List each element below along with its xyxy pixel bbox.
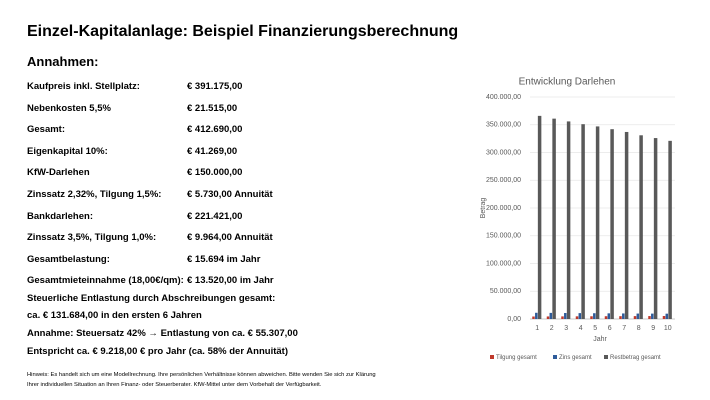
bar [564, 313, 567, 319]
row-label: Eigenkapital 10%: [27, 145, 108, 157]
y-axis-label: Betrag [480, 198, 487, 219]
bar [546, 316, 550, 319]
bar [604, 316, 608, 319]
row-value: € 150.000,00 [187, 167, 243, 179]
x-tick-label: 9 [651, 325, 655, 332]
bar [607, 313, 611, 319]
row-value: € 21.515,00 [187, 102, 238, 114]
bar [651, 313, 654, 319]
x-tick-label: 8 [637, 325, 641, 332]
bar [668, 140, 672, 319]
row-value: € 15.694 im Jahr [187, 253, 261, 265]
chart-title: Entwicklung Darlehen [519, 77, 616, 88]
y-tick-label: 300.000,00 [486, 149, 521, 156]
y-tick-label: 50.000,00 [490, 288, 521, 295]
x-tick-label: 10 [664, 325, 672, 332]
bar [619, 316, 622, 319]
row-value: € 412.690,00 [187, 124, 243, 136]
row-label: Gesamtbelastung: [27, 253, 110, 265]
legend-label: Tilgung gesamt [496, 355, 537, 361]
y-tick-label: 400.000,00 [486, 94, 521, 101]
x-tick-label: 3 [564, 325, 568, 332]
title: Einzel-Kapitalanlage: Beispiel Finanzier… [27, 23, 459, 40]
bar [532, 316, 535, 319]
note: Entspricht ca. € 9.218,00 € pro Jahr (ca… [27, 346, 288, 357]
row-value: € 221.421,00 [187, 210, 243, 222]
bar [535, 312, 538, 319]
bar [653, 138, 658, 319]
bar [665, 313, 669, 319]
x-tick-label: 4 [579, 325, 583, 332]
x-tick-label: 1 [535, 325, 539, 332]
bar [636, 313, 640, 319]
x-tick-label: 6 [608, 325, 612, 332]
bar [590, 316, 593, 319]
row-value: € 391.175,00 [187, 81, 243, 92]
row-value: € 13.520,00 im Jahr [187, 275, 274, 287]
bar [552, 118, 556, 320]
y-tick-label: 200.000,00 [486, 205, 521, 212]
bar [575, 316, 579, 319]
bar [648, 316, 651, 319]
row-label: Nebenkosten 5,5% [27, 102, 111, 114]
note: ca. € 131.684,00 in den ersten 6 Jahren [27, 310, 202, 321]
row-label: Gesamtmieteinnahme (18,00€/qm): [27, 275, 184, 287]
bar [624, 131, 629, 319]
row-label: Zinssatz 2,32%, Tilgung 1,5%: [27, 189, 162, 200]
bar [537, 115, 542, 320]
bar [561, 316, 564, 319]
x-axis-label: Jahr [593, 336, 607, 343]
bar [595, 126, 600, 319]
footnote: Hinweis: Es handelt sich um eine Modellr… [27, 372, 376, 378]
legend-swatch [604, 355, 608, 359]
bar [581, 124, 585, 319]
y-tick-label: 150.000,00 [486, 233, 521, 240]
footnote: Ihrer individuellen Situation an Ihren F… [27, 382, 322, 388]
note: Annahme: Steuersatz 42% → Entlastung von… [27, 328, 298, 339]
legend-swatch [553, 355, 557, 359]
x-tick-label: 5 [593, 325, 597, 332]
y-tick-label: 100.000,00 [486, 260, 521, 267]
bar [549, 312, 553, 319]
section-heading: Annahmen: [27, 54, 99, 69]
note: Steuerliche Entlastung durch Abschreibun… [27, 293, 276, 304]
row-label: Bankdarlehen: [27, 210, 93, 222]
y-tick-label: 250.000,00 [486, 177, 521, 184]
row-value: € 5.730,00 Annuität [187, 189, 273, 200]
x-tick-label: 2 [550, 325, 554, 332]
row-label: Zinssatz 3,5%, Tilgung 1,0%: [27, 232, 157, 244]
row-label: Gesamt: [27, 124, 66, 136]
bar [593, 313, 596, 319]
legend-label: Restbetrag gesamt [610, 355, 661, 361]
bar [566, 121, 571, 319]
bar [610, 129, 614, 319]
row-label: Kaufpreis inkl. Stellplatz: [27, 81, 140, 92]
bar [633, 316, 637, 319]
row-value: € 41.269,00 [187, 145, 238, 157]
y-tick-label: 350.000,00 [486, 122, 521, 129]
x-tick-label: 7 [622, 325, 626, 332]
bar [639, 135, 643, 319]
bar [622, 313, 625, 319]
bar [662, 316, 666, 319]
row-value: € 9.964,00 Annuität [187, 232, 273, 244]
row-label: KfW-Darlehen [27, 167, 90, 179]
y-tick-label: 0,00 [507, 316, 521, 323]
bar [578, 313, 582, 319]
legend-label: Zins gesamt [559, 355, 592, 361]
legend-swatch [490, 355, 494, 359]
